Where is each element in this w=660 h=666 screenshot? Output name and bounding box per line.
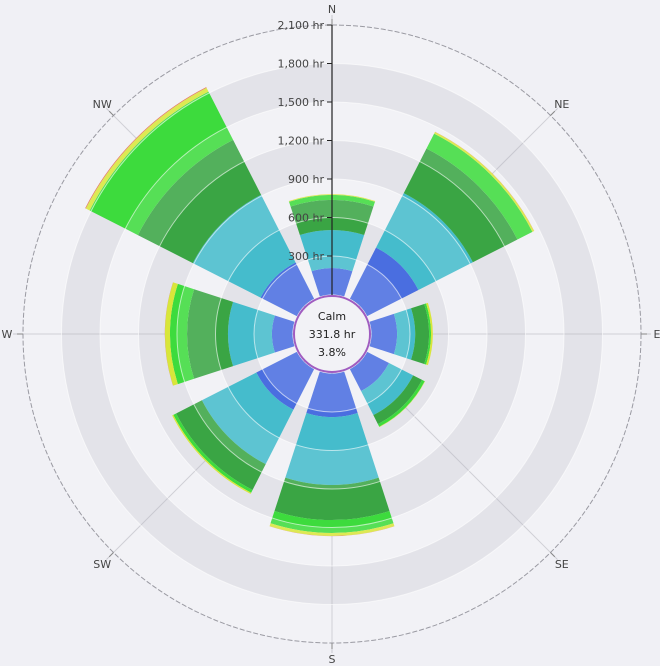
bar-segment-nw (192, 194, 296, 298)
radial-tick-label: 1,500 hr (278, 96, 325, 109)
bar-segment-s (274, 477, 390, 521)
bar-segment-ne (349, 247, 419, 317)
calm-circle: Calm 331.8 hr 3.8% (293, 295, 371, 373)
bar-segment-w (227, 301, 275, 367)
direction-tick (550, 552, 556, 558)
radial-axis: 300 hr 600 hr 900 hr 1,200 hr 1,500 hr 1,800 … (278, 19, 333, 334)
calm-hours: 331.8 hr (309, 328, 356, 341)
bar-segment-w (187, 289, 234, 379)
bar-segment-e (393, 308, 416, 360)
direction-label-s: S (329, 653, 336, 666)
bar-segment-ne (376, 193, 473, 290)
direction-labels: N NE E SE S SW W NW (2, 3, 660, 666)
bar-segment-se (373, 375, 423, 425)
calm-label: Calm (318, 310, 346, 323)
bar-segment-ne (426, 133, 533, 240)
bar-segment-s (285, 412, 379, 486)
bar-segment-e (369, 313, 398, 355)
direction-label-se: SE (555, 558, 569, 571)
bar-segment-e (426, 302, 433, 366)
bar-segment-se (349, 351, 390, 392)
direction-tick (108, 552, 114, 558)
bar-segment-sw (201, 372, 294, 465)
direction-tick (108, 110, 114, 116)
radial-tick-label: 600 hr (288, 212, 324, 225)
direction-label-nw: NW (93, 98, 112, 111)
bar-segment-w (271, 315, 295, 353)
direction-label-n: N (328, 3, 336, 16)
bar-segment-nw (260, 262, 315, 317)
direction-label-sw: SW (93, 558, 111, 571)
band-highlight (253, 255, 410, 413)
bar-segment-s (269, 526, 395, 537)
radial-tick-label: 2,100 hr (278, 19, 325, 32)
bar-segment-w (164, 282, 174, 386)
bar-segment-nw (89, 91, 234, 236)
bar-segment-nw (137, 139, 262, 264)
bar-segment-e (411, 304, 429, 364)
radial-tick-label: 1,800 hr (278, 58, 325, 71)
bar-segment-n (288, 194, 376, 202)
bar-segment-s (269, 523, 395, 536)
direction-label-w: W (2, 328, 13, 341)
bar-segment-se (377, 379, 425, 427)
radial-tick-label: 300 hr (288, 250, 324, 263)
bar-segment-s (306, 371, 358, 418)
bar-segment-n (289, 194, 375, 207)
radial-tick-label: 900 hr (288, 173, 324, 186)
direction-label-ne: NE (554, 98, 569, 111)
band-overlay (23, 25, 641, 643)
bar-segment-w (169, 283, 195, 385)
bar-segment-sw (176, 400, 266, 490)
radial-tick-label: 1,200 hr (278, 135, 325, 148)
bar-segment-w (164, 282, 178, 386)
bar-segment-ne (403, 148, 518, 263)
bar-segment-sw (256, 351, 315, 410)
bar-segment-e (424, 303, 431, 365)
direction-label-e: E (654, 328, 660, 341)
calm-percent: 3.8% (318, 346, 346, 359)
bar-segment-s (270, 510, 394, 534)
direction-tick (550, 110, 556, 116)
